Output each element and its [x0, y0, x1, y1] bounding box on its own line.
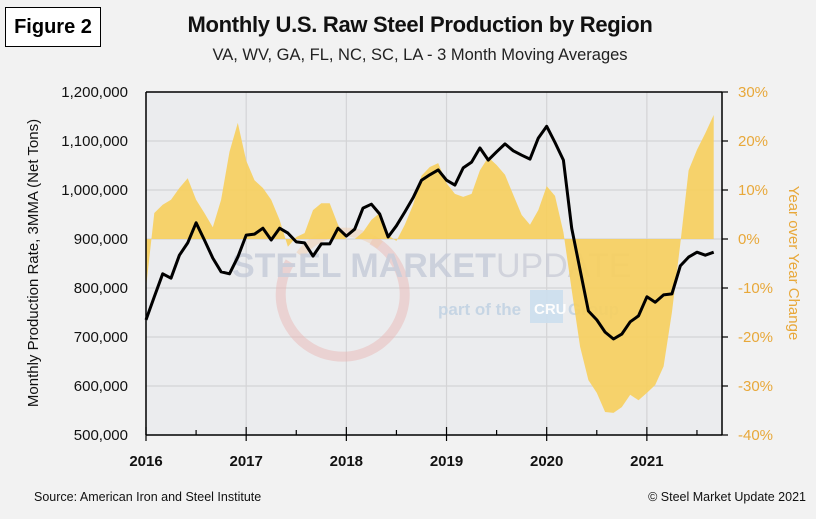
chart-subtitle: VA, WV, GA, FL, NC, SC, LA - 3 Month Mov… [212, 46, 628, 64]
left-tick-label: 1,100,000 [61, 133, 128, 150]
left-tick-label: 600,000 [74, 378, 128, 395]
x-tick-label: 2017 [229, 453, 262, 470]
chart-title: Monthly U.S. Raw Steel Production by Reg… [187, 12, 653, 37]
watermark-brand-bold: STEEL MARKET [232, 247, 496, 285]
right-tick-labels: -40% -30% -20% -10% 0% 10% 20% 30% [738, 84, 773, 444]
figure-label: Figure 2 [5, 7, 101, 47]
watermark-cru-badge [530, 290, 563, 323]
x-tick-label: 2018 [330, 453, 363, 470]
right-tick-label: -20% [738, 329, 773, 346]
x-tick-label: 2016 [129, 453, 162, 470]
right-tick-label: 20% [738, 133, 768, 150]
right-tick-label: 10% [738, 182, 768, 199]
x-tick-label: 2020 [530, 453, 563, 470]
watermark-tagline-pre: part of the [438, 300, 521, 319]
watermark-cru-text: CRU [534, 301, 567, 318]
watermark-swoosh [275, 235, 410, 362]
x-tick-labels: 2016 2017 2018 2019 2020 2021 [129, 453, 663, 470]
right-tick-label: -10% [738, 280, 773, 297]
left-tick-label: 700,000 [74, 329, 128, 346]
left-tick-label: 1,000,000 [61, 182, 128, 199]
left-tick-labels: 500,000 600,000 700,000 800,000 900,000 1,000… [61, 84, 128, 444]
right-tick-label: 0% [738, 231, 760, 248]
copyright-note: © Steel Market Update 2021 [648, 490, 806, 504]
x-tick-label: 2019 [430, 453, 463, 470]
left-axis-title: Monthly Production Rate, 3MMA (Net Tons) [25, 119, 42, 407]
right-tick-label: 30% [738, 84, 768, 101]
right-tick-label: -30% [738, 378, 773, 395]
production-line-series [144, 124, 715, 341]
left-tick-label: 900,000 [74, 231, 128, 248]
axis-ticks [145, 91, 728, 441]
x-tick-label: 2021 [630, 453, 663, 470]
left-tick-label: 1,200,000 [61, 84, 128, 101]
left-tick-label: 800,000 [74, 280, 128, 297]
right-tick-label: -40% [738, 427, 773, 444]
left-tick-label: 500,000 [74, 427, 128, 444]
source-note: Source: American Iron and Steel Institut… [34, 490, 262, 504]
right-axis-title: Year over Year Change [785, 186, 802, 341]
